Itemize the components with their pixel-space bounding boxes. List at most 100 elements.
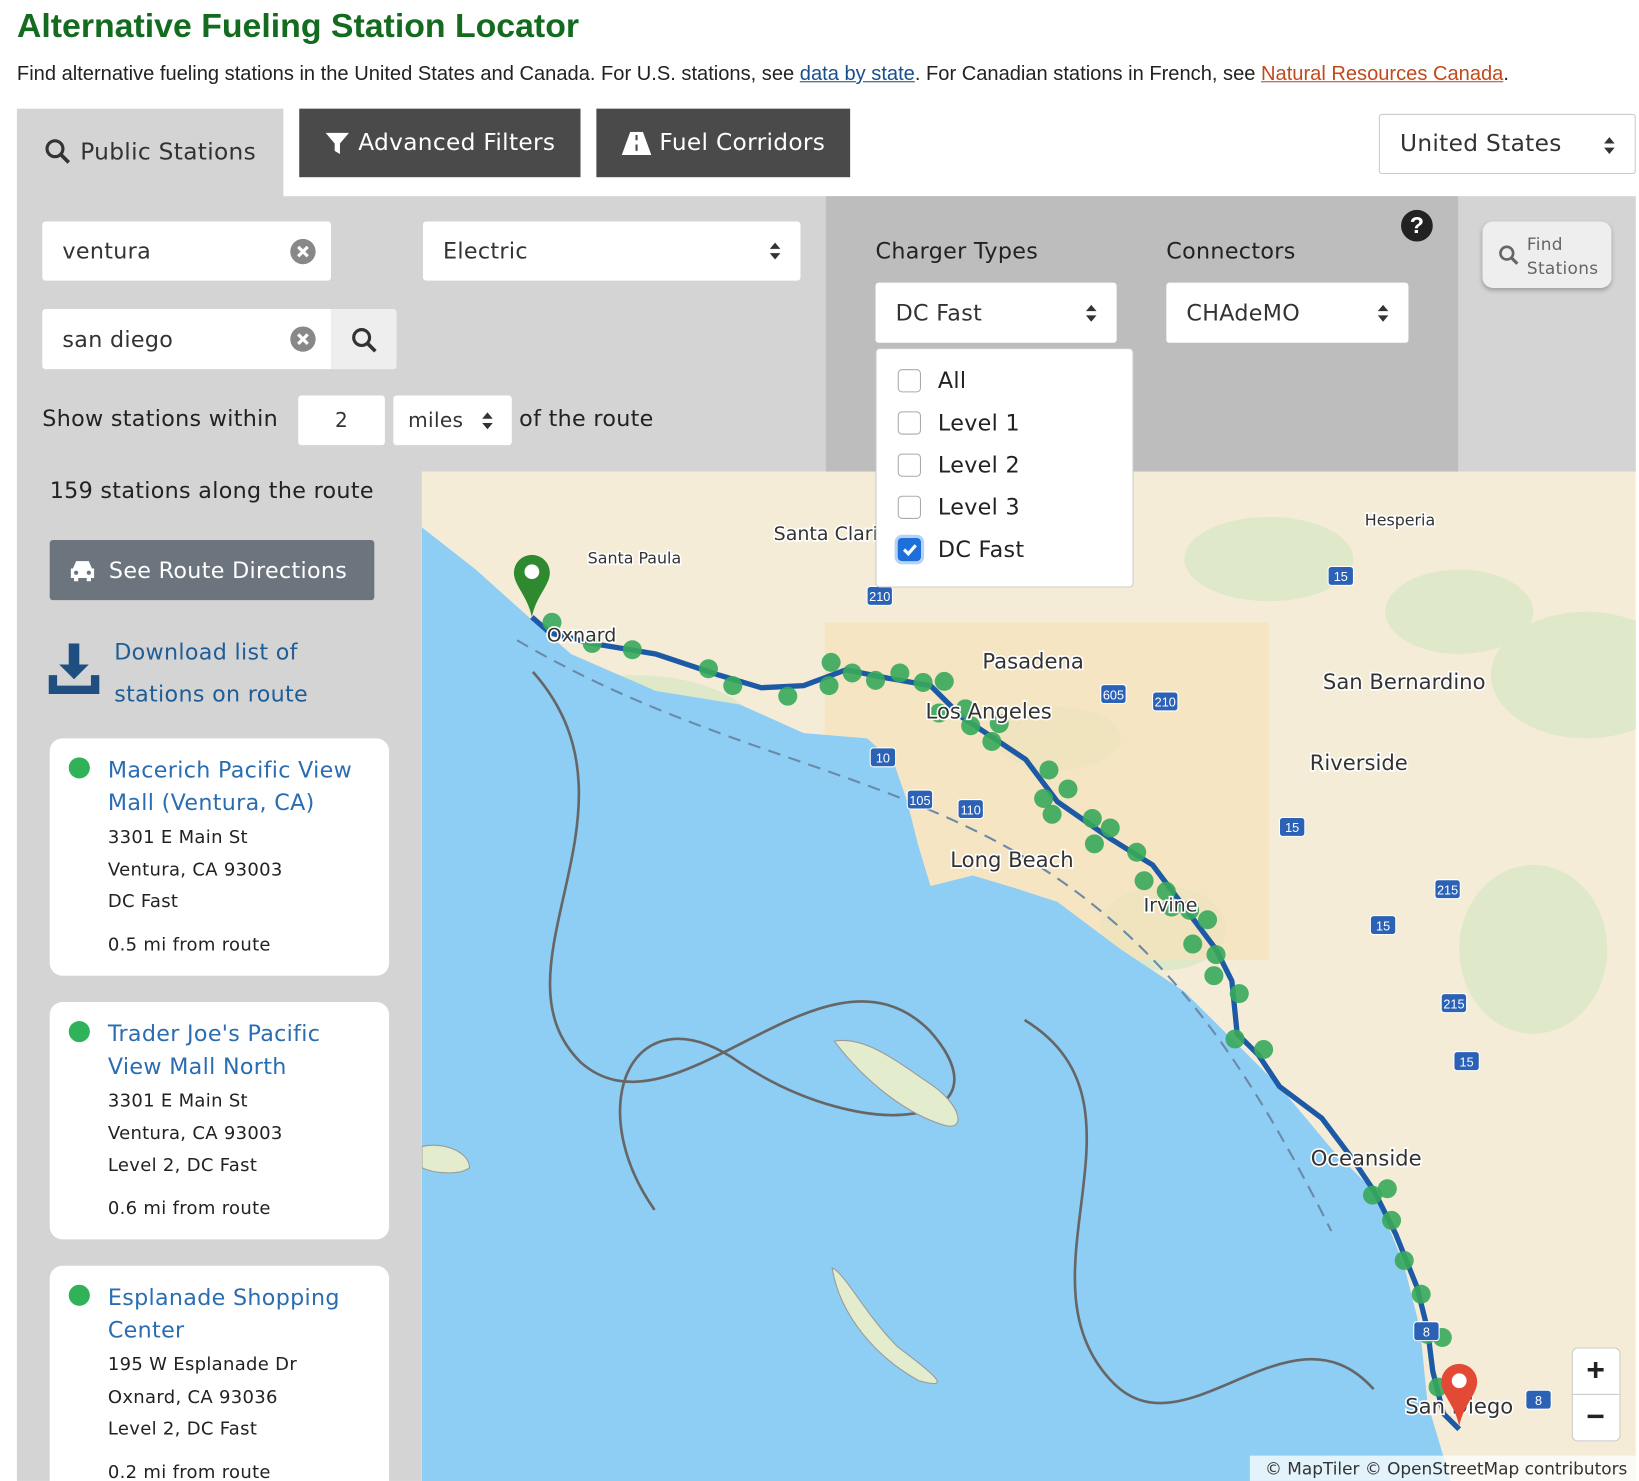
option-label: Level 2 <box>937 452 1020 478</box>
highway-number: 15 <box>1285 821 1299 835</box>
ocean <box>421 527 1451 1481</box>
download-link[interactable]: Download list of stations on route <box>114 639 309 707</box>
option-label: Level 3 <box>937 494 1020 521</box>
station-name: Macerich Pacific View Mall (Ventura, CA) <box>107 757 353 816</box>
station-types: Level 2, DC Fast <box>107 1155 258 1177</box>
highway-shield <box>1453 1051 1480 1072</box>
tab-label: Public Stations <box>80 138 257 166</box>
park <box>1385 569 1534 654</box>
highway-shield <box>1440 993 1468 1014</box>
charger-option[interactable]: Level 1 <box>897 410 1020 436</box>
data-by-state-link[interactable]: data by state <box>799 63 915 86</box>
station-marker <box>866 670 886 690</box>
option-label: Level 1 <box>937 410 1020 436</box>
place-label: Long Beach <box>950 847 1073 872</box>
park <box>1459 864 1608 1034</box>
charger-select[interactable]: DC Fast <box>875 282 1117 343</box>
tab-public-stations[interactable]: Public Stations <box>16 108 284 204</box>
highway-shield <box>906 789 934 810</box>
place-label: Irvine <box>1144 894 1198 916</box>
help-icon[interactable]: ? <box>1401 209 1433 242</box>
station-marker <box>821 652 841 672</box>
station-marker <box>1254 1040 1274 1060</box>
station-marker <box>890 663 910 683</box>
check <box>902 544 917 557</box>
station-marker <box>989 714 1009 734</box>
highway-number: 10 <box>876 752 890 766</box>
station-marker <box>934 671 954 691</box>
within-prefix: Show stations within <box>42 406 279 432</box>
station-name: Trader Joe's Pacific View Mall North <box>107 1021 321 1080</box>
clear-icon[interactable] <box>290 326 316 352</box>
station-city: Oxnard, CA 93036 <box>107 1387 278 1409</box>
zoom-in[interactable]: + <box>1586 1352 1605 1388</box>
station-card[interactable]: Esplanade Shopping Center 195 W Esplanade… <box>49 1265 390 1481</box>
download-icon <box>48 643 100 695</box>
station-marker <box>582 633 602 653</box>
unit-select[interactable]: miles <box>393 395 512 446</box>
select-arrows <box>769 242 781 260</box>
place-label: Hesperia <box>1365 510 1435 529</box>
place-label: Oceanside <box>1311 1146 1422 1171</box>
station-card[interactable]: Trader Joe's Pacific View Mall North 3301… <box>49 1002 390 1240</box>
zoom-out[interactable]: − <box>1586 1398 1605 1434</box>
highway-number: 210 <box>1155 696 1176 710</box>
clear-icon[interactable] <box>290 238 316 265</box>
station-marker <box>1198 910 1218 930</box>
station-distance: 0.5 mi from route <box>107 934 271 956</box>
route-directions-button[interactable]: See Route Directions <box>49 540 375 601</box>
page-title: Alternative Fueling Station Locator <box>16 6 580 45</box>
charger-option[interactable]: Level 3 <box>897 494 1020 521</box>
station-marker <box>1225 1029 1245 1049</box>
station-marker <box>982 732 1002 752</box>
route-search-button[interactable] <box>330 309 397 370</box>
highway-shield <box>957 799 984 820</box>
station-card[interactable]: Macerich Pacific View Mall (Ventura, CA)… <box>49 738 390 976</box>
park <box>1184 516 1354 602</box>
attribution: © MapTiler © OpenStreetMap contributors <box>1265 1459 1627 1479</box>
station-distance: 0.6 mi from route <box>107 1198 271 1220</box>
station-marker <box>1162 897 1182 917</box>
road-icon <box>621 131 651 155</box>
charger-option[interactable]: Level 2 <box>897 452 1020 478</box>
place-label: Pasadena <box>982 649 1083 674</box>
highway-number: 15 <box>1334 570 1348 584</box>
station-marker <box>842 663 862 683</box>
charger-option[interactable]: All <box>897 368 967 394</box>
checkbox <box>897 369 921 393</box>
route-pin <box>1441 1363 1478 1427</box>
station-marker <box>1394 1250 1414 1270</box>
search-icon <box>1499 245 1519 265</box>
station-marker <box>698 659 718 679</box>
highway-number: 8 <box>1423 1325 1430 1339</box>
island <box>831 1267 938 1384</box>
pin-hole <box>1451 1373 1467 1389</box>
charger-option[interactable]: DC Fast <box>897 537 1025 562</box>
connectors-select[interactable]: CHAdeMO <box>1166 282 1409 343</box>
fuel-select[interactable]: Electric <box>422 221 801 281</box>
tab-fuel-corridors[interactable]: Fuel Corridors <box>596 108 851 178</box>
station-marker <box>1377 1179 1397 1199</box>
station-address: 3301 E Main St <box>107 1090 248 1112</box>
find-stations-button[interactable]: Find Stations <box>1482 221 1612 288</box>
station-marker <box>1206 945 1226 965</box>
filter-icon <box>325 132 349 154</box>
island <box>833 1039 959 1127</box>
tab-advanced-filters[interactable]: Advanced Filters <box>299 108 581 178</box>
car-icon <box>70 560 95 581</box>
island <box>421 1144 471 1174</box>
country-select[interactable]: United States <box>1378 113 1636 175</box>
nrcan-link[interactable]: Natural Resources Canada <box>1261 63 1504 86</box>
station-marker <box>622 640 642 660</box>
station-marker <box>1180 900 1200 920</box>
station-marker <box>955 699 975 719</box>
station-marker <box>1204 966 1224 986</box>
status-dot <box>68 1284 90 1306</box>
distance-input[interactable]: 2 <box>298 395 385 446</box>
option-label: All <box>937 368 967 394</box>
intro: Find alternative fueling stations in the… <box>17 63 1509 86</box>
to-input[interactable]: san diego <box>42 309 331 370</box>
from-input[interactable]: ventura <box>42 221 331 281</box>
route-pin <box>513 554 550 618</box>
